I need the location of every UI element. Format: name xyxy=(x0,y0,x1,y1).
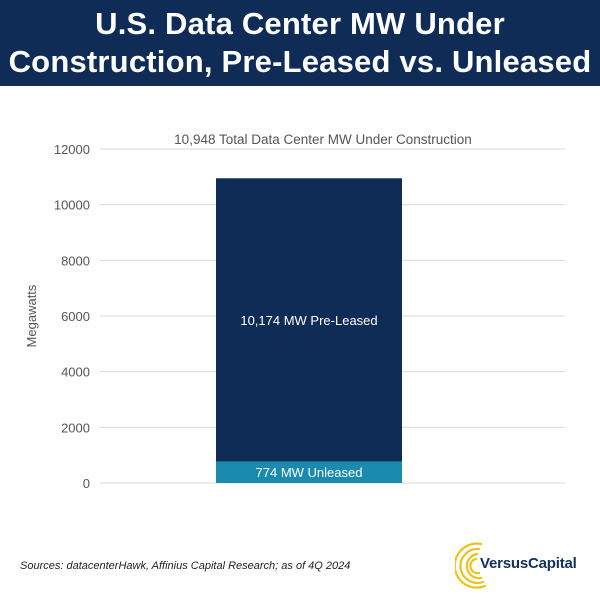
y-tick-label: 4000 xyxy=(61,365,90,380)
stacked-bar-chart: 0 2000 4000 6000 8000 10000 12000 Megawatts 774 … xyxy=(24,132,565,491)
chart-title: 10,948 Total Data Center MW Under Constr… xyxy=(174,132,472,147)
data-label-pre-leased: 10,174 MW Pre-Leased xyxy=(240,313,377,328)
logo-text: VersusCapital xyxy=(480,555,577,572)
data-label-unleased: 774 MW Unleased xyxy=(256,465,363,480)
bar-segment-pre-leased xyxy=(216,178,402,462)
y-tick-label: 2000 xyxy=(61,420,90,435)
y-tick-label: 8000 xyxy=(61,253,90,268)
versus-capital-logo-icon xyxy=(455,542,487,589)
y-tick-label: 0 xyxy=(83,476,90,491)
title-line-2: Construction, Pre-Leased vs. Unleased xyxy=(8,44,592,79)
y-axis-label: Megawatts xyxy=(24,284,39,347)
source-note: Sources: datacenterHawk, Affinius Capita… xyxy=(20,560,351,572)
title-line-1: U.S. Data Center MW Under xyxy=(95,6,505,41)
header-banner: U.S. Data Center MW Under Construction, … xyxy=(0,0,600,86)
y-tick-label: 12000 xyxy=(54,142,90,157)
y-tick-label: 10000 xyxy=(54,198,90,213)
y-tick-label: 6000 xyxy=(61,309,90,324)
bar-segment-unleased xyxy=(216,461,402,483)
